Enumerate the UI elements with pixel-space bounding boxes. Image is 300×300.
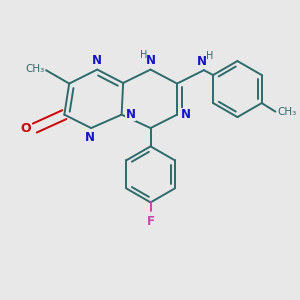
Text: N: N xyxy=(85,131,94,144)
Text: N: N xyxy=(92,53,102,67)
Text: N: N xyxy=(146,53,156,67)
Text: H: H xyxy=(140,50,148,60)
Text: CH₃: CH₃ xyxy=(25,64,44,74)
Text: O: O xyxy=(20,122,31,135)
Text: N: N xyxy=(181,108,191,121)
Text: F: F xyxy=(147,215,154,228)
Text: CH₃: CH₃ xyxy=(277,106,296,117)
Text: N: N xyxy=(197,55,207,68)
Text: H: H xyxy=(206,51,213,61)
Text: N: N xyxy=(126,107,136,121)
